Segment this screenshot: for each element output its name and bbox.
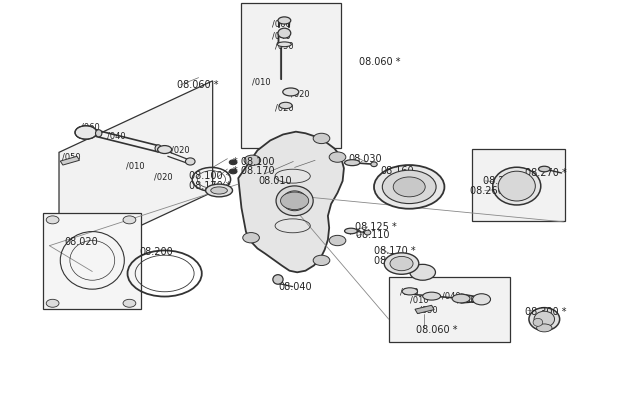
Circle shape — [313, 255, 330, 266]
Text: 08.170 *: 08.170 * — [189, 181, 231, 191]
Ellipse shape — [365, 230, 371, 235]
Polygon shape — [472, 149, 565, 221]
Text: /060: /060 — [457, 296, 476, 305]
Polygon shape — [59, 81, 213, 264]
Circle shape — [383, 170, 436, 204]
Text: 08.100 *: 08.100 * — [189, 171, 230, 181]
Circle shape — [374, 165, 444, 209]
Ellipse shape — [539, 166, 550, 172]
Text: /020: /020 — [399, 288, 418, 297]
Polygon shape — [242, 3, 341, 148]
Text: /040: /040 — [271, 32, 290, 41]
Text: /020: /020 — [171, 146, 190, 155]
Text: 08.060 *: 08.060 * — [177, 80, 219, 90]
Ellipse shape — [273, 275, 283, 284]
Ellipse shape — [278, 28, 291, 38]
Text: 08.170 *: 08.170 * — [374, 246, 415, 256]
Ellipse shape — [96, 130, 102, 137]
Ellipse shape — [283, 88, 299, 96]
Ellipse shape — [533, 318, 543, 326]
Text: /010: /010 — [252, 77, 271, 86]
Polygon shape — [43, 213, 141, 309]
Text: 08.020: 08.020 — [64, 237, 98, 247]
Text: /020: /020 — [412, 266, 431, 275]
Polygon shape — [60, 156, 80, 165]
Circle shape — [75, 126, 97, 139]
Text: /050: /050 — [62, 153, 81, 162]
Ellipse shape — [537, 324, 552, 332]
Text: 08.160: 08.160 — [381, 166, 414, 176]
Ellipse shape — [278, 17, 291, 24]
Text: /040: /040 — [107, 132, 125, 141]
Circle shape — [243, 232, 259, 243]
Text: 08.060 *: 08.060 * — [416, 325, 458, 335]
Text: 08.030: 08.030 — [349, 154, 382, 164]
Ellipse shape — [498, 171, 536, 201]
Text: /060: /060 — [82, 122, 100, 131]
Text: 08.270 *: 08.270 * — [525, 168, 567, 178]
Text: /020: /020 — [154, 173, 172, 182]
Text: * 08.110: * 08.110 — [349, 230, 390, 240]
Text: /040: /040 — [442, 292, 460, 301]
Ellipse shape — [371, 162, 377, 167]
Polygon shape — [239, 132, 344, 272]
Text: /010: /010 — [126, 162, 145, 171]
Text: 08.040: 08.040 — [278, 282, 312, 292]
Circle shape — [329, 152, 346, 162]
Text: 08.125 *: 08.125 * — [355, 222, 397, 232]
Circle shape — [385, 253, 419, 274]
Circle shape — [329, 235, 346, 246]
Circle shape — [313, 133, 330, 144]
Ellipse shape — [452, 294, 470, 303]
Text: 08.300 *: 08.300 * — [525, 307, 566, 317]
Ellipse shape — [529, 308, 559, 331]
Polygon shape — [415, 305, 434, 314]
Ellipse shape — [493, 167, 541, 205]
Text: /050: /050 — [419, 306, 437, 315]
Ellipse shape — [282, 191, 307, 211]
Circle shape — [394, 177, 425, 197]
Text: /060: /060 — [271, 20, 290, 29]
Ellipse shape — [345, 160, 360, 166]
Text: 08.010: 08.010 — [258, 176, 293, 186]
Ellipse shape — [155, 145, 161, 152]
Circle shape — [410, 264, 435, 280]
Circle shape — [390, 256, 413, 271]
Circle shape — [123, 299, 136, 307]
Text: 08.200: 08.200 — [139, 248, 173, 258]
Circle shape — [230, 169, 237, 174]
Text: * 08.100: * 08.100 — [233, 157, 275, 167]
Text: /010: /010 — [410, 296, 428, 305]
Text: 08.060 *: 08.060 * — [359, 57, 400, 67]
Circle shape — [280, 192, 309, 210]
Ellipse shape — [158, 146, 172, 154]
Text: /020: /020 — [275, 103, 294, 112]
Ellipse shape — [276, 186, 313, 216]
Polygon shape — [389, 278, 511, 342]
Circle shape — [473, 294, 491, 305]
Circle shape — [46, 216, 59, 224]
Circle shape — [46, 299, 59, 307]
Ellipse shape — [402, 288, 417, 295]
Text: 08.100 *: 08.100 * — [374, 256, 415, 266]
Ellipse shape — [279, 102, 292, 109]
Ellipse shape — [534, 311, 554, 327]
Ellipse shape — [206, 184, 233, 197]
Ellipse shape — [211, 187, 228, 194]
Text: /020: /020 — [291, 89, 309, 98]
Ellipse shape — [185, 158, 195, 165]
Circle shape — [230, 160, 237, 165]
Circle shape — [244, 155, 260, 166]
Text: /050: /050 — [275, 41, 294, 50]
Ellipse shape — [422, 292, 440, 300]
Text: * 08.170: * 08.170 — [233, 166, 275, 176]
Ellipse shape — [277, 42, 291, 47]
Circle shape — [123, 216, 136, 224]
Text: 08.250 *: 08.250 * — [483, 176, 525, 186]
Ellipse shape — [345, 228, 358, 234]
Text: 08.260 *: 08.260 * — [470, 186, 512, 196]
